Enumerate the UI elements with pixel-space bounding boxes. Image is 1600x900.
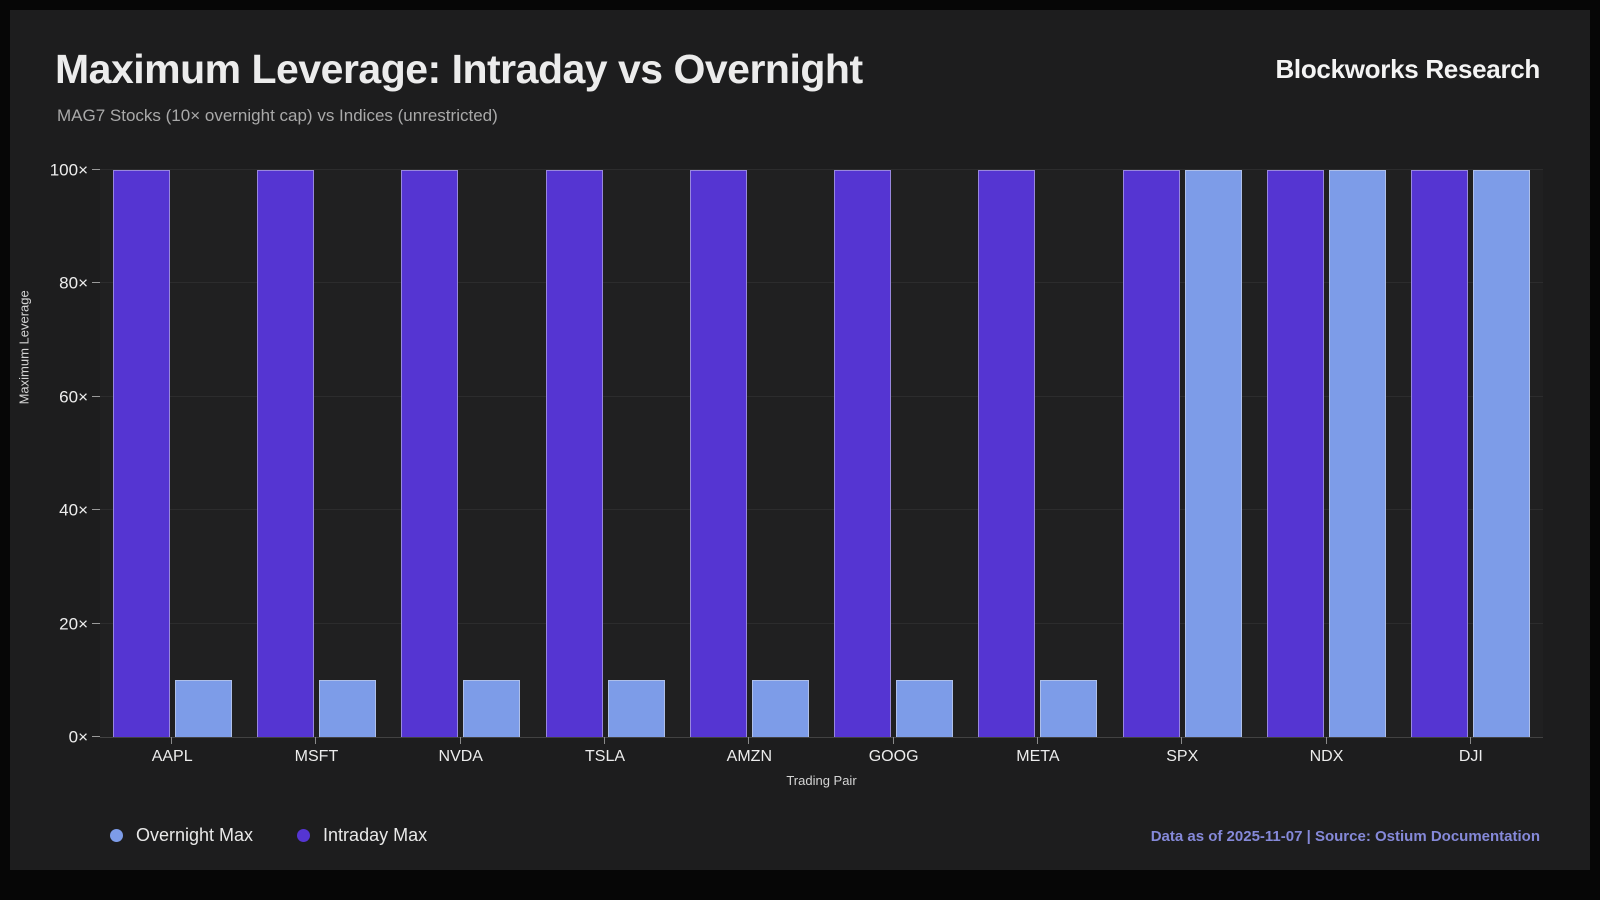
bar-intraday-max-msft (256, 170, 314, 737)
bar-pair-aapl (112, 170, 232, 737)
bar-overnight-max-nvda (463, 680, 521, 737)
bar-pair-goog (834, 170, 954, 737)
bar-overnight-max-meta (1040, 680, 1098, 737)
x-tick-label-tsla: TSLA (585, 748, 626, 765)
bar-overnight-max-msft (318, 680, 376, 737)
x-tick-label-ndx: NDX (1309, 748, 1344, 765)
chart-title: Maximum Leverage: Intraday vs Overnight (55, 46, 863, 92)
x-tick-mark-dji (1469, 737, 1471, 744)
bar-overnight-max-aapl (174, 680, 232, 737)
legend-item-overnight-max: Overnight Max (110, 825, 253, 846)
bar-pair-nvda (401, 170, 521, 737)
bar-group-goog: GOOG (821, 170, 965, 765)
y-tick-mark-0 (92, 736, 100, 737)
legend-label-intraday-max: Intraday Max (323, 825, 428, 845)
legend-dot-overnight-max-icon (110, 829, 123, 842)
bar-pair-spx (1122, 170, 1242, 737)
x-tick-mark-spx (1181, 737, 1183, 744)
bar-intraday-max-aapl (112, 170, 170, 737)
x-tick-label-amzn: AMZN (726, 748, 772, 765)
bar-pair-meta (978, 170, 1098, 737)
brand-wordmark: Blockworks Research (1275, 54, 1540, 84)
bar-pair-msft (256, 170, 376, 737)
bar-group-nvda: NVDA (389, 170, 533, 765)
bar-overnight-max-amzn (751, 680, 809, 737)
bar-overnight-max-dji (1473, 170, 1531, 737)
bar-pair-amzn (689, 170, 809, 737)
y-tick-label-80: 80× (59, 273, 88, 293)
legend: Overnight Max Intraday Max (110, 825, 427, 846)
x-tick-mark-ndx (1325, 737, 1327, 744)
bar-overnight-max-goog (896, 680, 954, 737)
legend-item-intraday-max: Intraday Max (297, 825, 427, 846)
x-tick-label-spx: SPX (1166, 748, 1199, 765)
y-tick-label-60: 60× (59, 387, 88, 407)
bar-intraday-max-amzn (689, 170, 747, 737)
legend-label-overnight-max: Overnight Max (136, 825, 254, 845)
chart-subtitle: MAG7 Stocks (10× overnight cap) vs Indic… (57, 106, 498, 125)
x-tick-mark-goog (892, 737, 894, 744)
gridline-20 (100, 622, 1543, 624)
y-tick-mark-80 (92, 282, 100, 284)
y-tick-label-40: 40× (59, 500, 88, 520)
x-tick-mark-tsla (604, 737, 606, 744)
y-axis-title: Maximum Leverage (16, 290, 32, 405)
bar-group-spx: SPX (1110, 170, 1254, 765)
bar-overnight-max-spx (1184, 170, 1242, 737)
y-tick-mark-100 (92, 169, 100, 170)
bar-group-tsla: TSLA (533, 170, 677, 765)
bar-group-meta: META (966, 170, 1110, 765)
x-tick-mark-meta (1036, 737, 1038, 744)
gridline-40 (100, 509, 1543, 511)
y-tick-label-20: 20× (59, 614, 88, 634)
gridline-60 (100, 395, 1543, 397)
x-axis-title: Trading Pair (786, 773, 857, 788)
bar-intraday-max-tsla (545, 170, 603, 737)
bar-pair-tsla (545, 170, 665, 737)
x-tick-mark-amzn (748, 737, 750, 744)
x-tick-label-msft: MSFT (294, 748, 339, 765)
bar-group-aapl: AAPL (100, 170, 244, 765)
x-tick-label-goog: GOOG (868, 748, 919, 765)
bar-intraday-max-dji (1411, 170, 1469, 737)
x-tick-label-dji: DJI (1458, 748, 1483, 765)
bar-intraday-max-goog (834, 170, 892, 737)
bar-group-ndx: NDX (1254, 170, 1398, 765)
bar-intraday-max-meta (978, 170, 1036, 737)
bar-group-msft: MSFT (244, 170, 388, 765)
bar-overnight-max-ndx (1329, 170, 1387, 737)
x-tick-label-aapl: AAPL (151, 748, 193, 765)
bar-overnight-max-tsla (607, 680, 665, 737)
y-tick-mark-40 (92, 509, 100, 511)
bar-intraday-max-ndx (1267, 170, 1325, 737)
gridline-80 (100, 282, 1543, 284)
bar-pair-dji (1411, 170, 1531, 737)
bar-group-dji: DJI (1399, 170, 1543, 765)
y-tick-label-0: 0× (68, 727, 88, 747)
chart-panel: Maximum Leverage: Intraday vs Overnight … (10, 10, 1590, 870)
plot-area: 0× 20× 40× 60× 80× 100× AAPL MSFT NVDA TSLA AMZN GO… (50, 162, 1543, 765)
bar-group-amzn: AMZN (677, 170, 821, 765)
bar-pair-ndx (1267, 170, 1387, 737)
gridline-100 (100, 169, 1543, 170)
legend-dot-intraday-max-icon (297, 829, 311, 842)
bar-intraday-max-spx (1122, 170, 1180, 737)
y-tick-mark-60 (92, 395, 100, 397)
bar-intraday-max-nvda (401, 170, 459, 737)
x-tick-label-meta: META (1016, 748, 1060, 765)
x-tick-label-nvda: NVDA (438, 748, 483, 765)
x-tick-mark-nvda (459, 737, 461, 744)
x-tick-mark-msft (315, 737, 317, 744)
y-tick-label-100: 100× (49, 160, 88, 180)
y-tick-mark-20 (92, 622, 100, 624)
footer-source-note: Data as of 2025-11-07 | Source: Ostium D… (1150, 828, 1540, 845)
x-tick-mark-aapl (171, 737, 173, 744)
